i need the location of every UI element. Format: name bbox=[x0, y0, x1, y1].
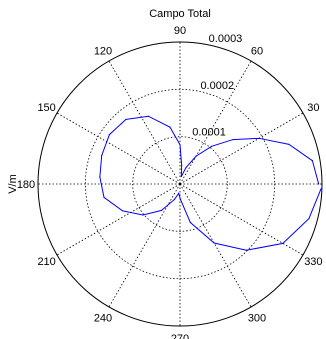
angle-tick-label: 120 bbox=[94, 46, 112, 58]
data-point bbox=[308, 217, 310, 220]
data-point bbox=[160, 209, 163, 211]
data-point bbox=[320, 188, 322, 190]
angle-tick-label: 90 bbox=[174, 25, 186, 37]
angle-tick-label: 180 bbox=[17, 179, 35, 191]
grid-spoke-210 bbox=[56, 183, 181, 256]
data-point bbox=[173, 198, 175, 201]
data-point bbox=[179, 199, 182, 201]
grid-spoke-30 bbox=[179, 112, 304, 185]
data-point bbox=[142, 214, 144, 216]
data-point bbox=[181, 164, 183, 166]
data-point bbox=[245, 249, 247, 251]
data-point bbox=[258, 137, 260, 139]
grid-ring-0.0002 bbox=[84, 88, 276, 280]
radial-axis-label: V/m bbox=[7, 174, 19, 194]
data-point bbox=[101, 154, 103, 157]
angle-tick-label: 210 bbox=[37, 256, 55, 268]
data-point bbox=[178, 192, 180, 194]
data-point bbox=[185, 166, 187, 169]
data-point bbox=[108, 133, 111, 136]
data-point bbox=[179, 144, 181, 146]
data-point bbox=[169, 126, 171, 128]
grid-spoke-120 bbox=[108, 60, 181, 185]
angle-tick-label: 150 bbox=[37, 102, 55, 114]
angle-tick-label: 300 bbox=[248, 312, 266, 324]
grid-spoke-330 bbox=[179, 183, 304, 256]
data-point bbox=[211, 145, 213, 147]
data-point bbox=[125, 118, 127, 121]
data-point bbox=[232, 138, 234, 141]
data-point bbox=[180, 175, 182, 178]
tick-labels: 0.00010.00020.00030306090120150180210240… bbox=[17, 25, 323, 339]
data-point bbox=[99, 176, 101, 178]
grid-ring-0.0001 bbox=[132, 136, 228, 232]
radial-tick-label: 0.0001 bbox=[192, 126, 226, 138]
data-point bbox=[213, 242, 215, 244]
angle-tick-label: 330 bbox=[304, 256, 322, 268]
chart-title: Campo Total bbox=[149, 8, 211, 20]
outer-ring bbox=[37, 41, 323, 327]
data-point bbox=[318, 183, 320, 185]
angle-tick-label: 30 bbox=[307, 102, 319, 114]
data-series bbox=[99, 115, 322, 251]
data-point bbox=[189, 221, 191, 224]
data-point bbox=[288, 143, 290, 145]
grid-spoke-240 bbox=[108, 183, 181, 308]
data-point bbox=[311, 160, 313, 162]
data-point bbox=[103, 196, 105, 198]
angle-tick-label: 60 bbox=[251, 46, 263, 58]
angle-tick-label: 240 bbox=[94, 312, 112, 324]
angle-tick-label: 270 bbox=[171, 333, 189, 339]
data-point bbox=[121, 210, 124, 212]
grid-spoke-300 bbox=[179, 183, 252, 308]
radial-tick-label: 0.0003 bbox=[209, 33, 243, 45]
polar-grid bbox=[37, 41, 323, 327]
data-point bbox=[195, 155, 197, 157]
radial-tick-label: 0.0002 bbox=[200, 80, 234, 92]
grid-spoke-60 bbox=[179, 60, 252, 185]
data-point bbox=[147, 115, 149, 117]
series-line bbox=[99, 115, 322, 251]
data-point bbox=[282, 242, 284, 245]
grid-spoke-150 bbox=[56, 112, 181, 185]
